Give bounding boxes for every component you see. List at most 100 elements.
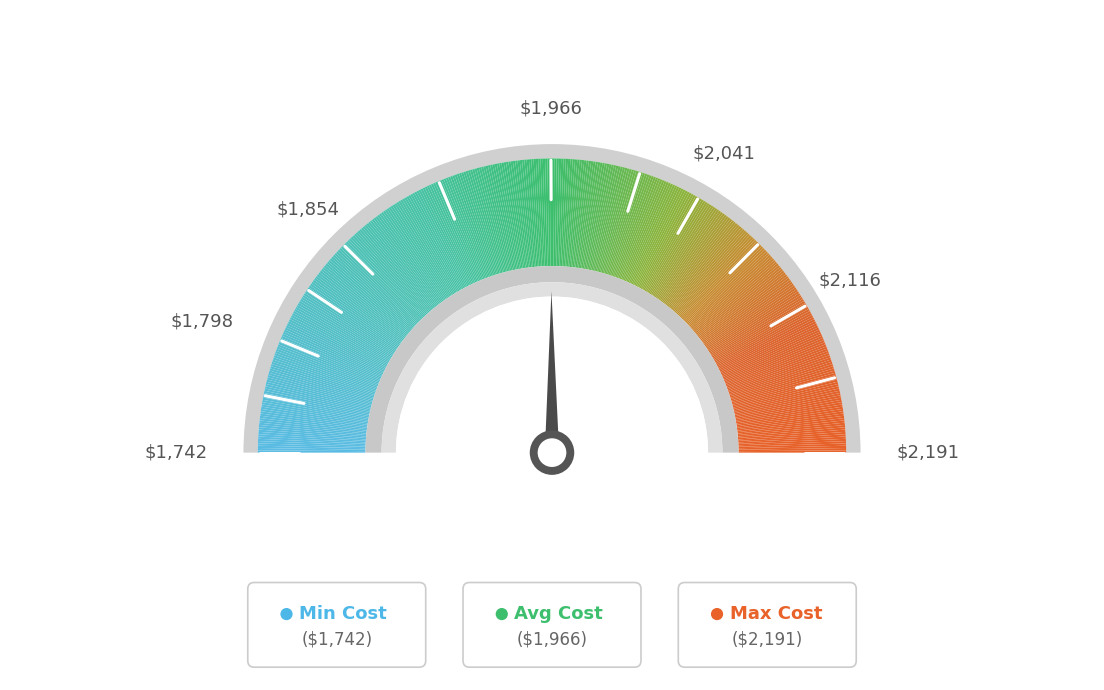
Wedge shape [707, 287, 797, 349]
Wedge shape [732, 375, 837, 405]
Wedge shape [736, 404, 842, 424]
Wedge shape [634, 188, 683, 286]
Wedge shape [365, 266, 739, 453]
Wedge shape [288, 321, 385, 371]
Wedge shape [473, 169, 502, 273]
Wedge shape [680, 238, 755, 317]
Wedge shape [732, 373, 836, 404]
Wedge shape [679, 237, 753, 317]
Wedge shape [379, 213, 444, 302]
Wedge shape [506, 161, 524, 268]
Wedge shape [323, 265, 408, 335]
Wedge shape [709, 293, 800, 353]
Wedge shape [562, 159, 571, 266]
Wedge shape [312, 279, 401, 344]
Wedge shape [708, 289, 798, 351]
Wedge shape [705, 286, 795, 348]
Wedge shape [659, 212, 723, 301]
Wedge shape [630, 186, 677, 284]
Wedge shape [264, 391, 370, 415]
Wedge shape [696, 265, 781, 335]
Wedge shape [723, 334, 822, 379]
Wedge shape [488, 165, 512, 270]
Wedge shape [269, 371, 373, 402]
Wedge shape [475, 168, 505, 273]
Wedge shape [455, 175, 491, 277]
Wedge shape [492, 164, 516, 270]
Wedge shape [330, 258, 412, 331]
Text: Min Cost: Min Cost [299, 605, 386, 623]
Wedge shape [597, 167, 625, 272]
Wedge shape [693, 262, 777, 333]
Wedge shape [639, 193, 692, 288]
Wedge shape [261, 413, 368, 429]
Wedge shape [737, 427, 846, 438]
Wedge shape [333, 255, 414, 328]
Wedge shape [304, 293, 395, 353]
Wedge shape [316, 276, 403, 342]
Wedge shape [448, 177, 488, 278]
Wedge shape [486, 166, 511, 271]
Wedge shape [299, 301, 392, 357]
Wedge shape [625, 181, 669, 282]
Wedge shape [501, 162, 521, 269]
Wedge shape [258, 427, 367, 438]
Wedge shape [662, 216, 729, 304]
Wedge shape [396, 201, 455, 295]
Wedge shape [711, 299, 804, 357]
Wedge shape [295, 307, 390, 362]
Wedge shape [435, 181, 479, 282]
Wedge shape [560, 159, 566, 266]
Wedge shape [553, 159, 556, 266]
Wedge shape [450, 176, 489, 277]
Wedge shape [710, 295, 802, 354]
Wedge shape [571, 160, 584, 267]
Wedge shape [383, 210, 446, 300]
Wedge shape [599, 168, 629, 273]
FancyBboxPatch shape [463, 582, 641, 667]
Wedge shape [497, 164, 519, 269]
Wedge shape [692, 258, 774, 331]
Wedge shape [290, 317, 386, 368]
Wedge shape [433, 183, 478, 282]
Wedge shape [259, 420, 367, 433]
FancyBboxPatch shape [678, 582, 857, 667]
Wedge shape [548, 159, 551, 266]
Wedge shape [298, 303, 392, 359]
Wedge shape [656, 208, 718, 298]
Wedge shape [697, 267, 782, 336]
Wedge shape [259, 425, 367, 437]
Wedge shape [262, 404, 368, 424]
Wedge shape [719, 321, 816, 371]
Wedge shape [700, 274, 787, 341]
Wedge shape [258, 432, 365, 441]
Wedge shape [490, 164, 514, 270]
Wedge shape [402, 198, 458, 292]
Wedge shape [724, 338, 824, 382]
Wedge shape [739, 451, 846, 453]
Wedge shape [361, 228, 432, 310]
Wedge shape [728, 351, 829, 389]
Wedge shape [633, 188, 681, 285]
Wedge shape [733, 382, 838, 409]
Wedge shape [346, 241, 422, 319]
Text: $1,854: $1,854 [276, 201, 340, 219]
Polygon shape [545, 291, 559, 453]
Wedge shape [431, 184, 477, 283]
Wedge shape [668, 221, 736, 307]
Wedge shape [626, 183, 671, 282]
Wedge shape [555, 159, 559, 266]
Wedge shape [258, 434, 365, 442]
Text: $2,041: $2,041 [692, 145, 755, 163]
Wedge shape [637, 190, 688, 287]
Wedge shape [301, 297, 394, 355]
Wedge shape [421, 188, 470, 286]
Wedge shape [338, 250, 417, 325]
Wedge shape [721, 327, 819, 375]
Wedge shape [731, 366, 834, 400]
Wedge shape [479, 167, 507, 272]
Wedge shape [370, 220, 437, 306]
Wedge shape [704, 284, 794, 346]
Wedge shape [735, 395, 841, 417]
Wedge shape [484, 166, 510, 271]
